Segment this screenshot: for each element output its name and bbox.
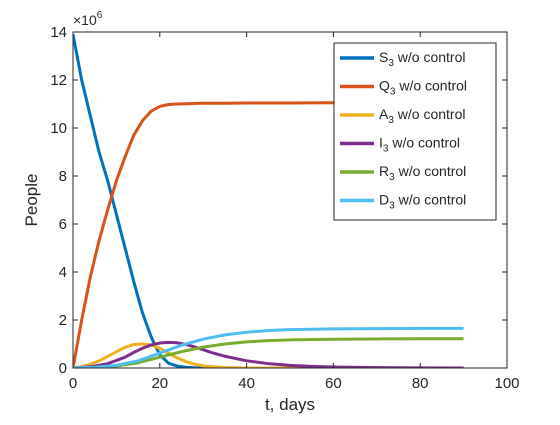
y-exponent-label: ×106 [73,10,103,28]
series-line-d3 [73,326,464,368]
y-tick-label: 10 [50,120,67,137]
y-tick-label: 8 [59,168,67,185]
x-tick-label: 20 [151,375,168,392]
y-tick-label: 2 [59,312,67,329]
legend: S3 w/o control Q3 w/o control A3 w/o contr… [333,42,497,221]
x-axis-label: t, days [265,395,315,414]
series-line-a3 [73,342,464,368]
x-tick-label: 40 [238,375,255,392]
legend-entry: A3 w/o control [379,106,466,126]
y-tick-label: 12 [50,72,67,89]
y-exponent-power: 6 [97,10,103,21]
legend-entry: I3 w/o control [379,135,460,155]
series-layer [73,34,464,368]
y-tick-label: 14 [50,24,67,41]
legend-box [333,42,497,221]
legend-entry: Q3 w/o control [379,78,467,98]
legend-entry: D3 w/o control [379,192,466,212]
x-tick-label: 0 [69,375,77,392]
legend-entry: S3 w/o control [379,49,466,69]
axes-layer: 0 20 40 60 80 100 0 2 4 6 8 10 12 14 ×106 t, days People [22,10,520,414]
y-tick-label: 6 [59,216,67,233]
y-tick-label: 4 [59,264,67,281]
series-line-s3 [73,34,464,368]
axes-box [72,31,508,369]
series-line-i3 [73,340,464,368]
y-axis-label: People [22,174,41,227]
x-tick-label: 60 [325,375,342,392]
x-tick-label: 100 [494,375,519,392]
y-tick-label: 0 [59,360,67,377]
x-tick-label: 80 [412,375,429,392]
legend-entry: R3 w/o control [379,163,466,183]
series-line-q3 [73,101,464,368]
